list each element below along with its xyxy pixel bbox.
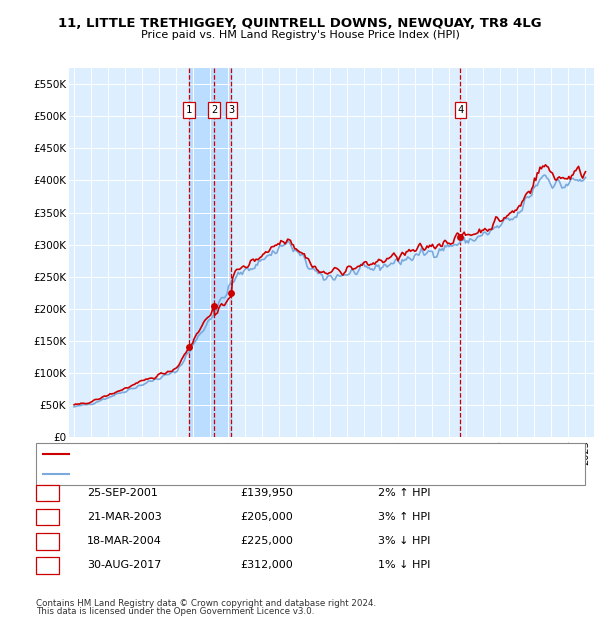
Text: This data is licensed under the Open Government Licence v3.0.: This data is licensed under the Open Gov… (36, 607, 314, 616)
Text: Price paid vs. HM Land Registry's House Price Index (HPI): Price paid vs. HM Land Registry's House … (140, 30, 460, 40)
Text: 25-SEP-2001: 25-SEP-2001 (87, 488, 158, 498)
Text: 11, LITTLE TRETHIGGEY, QUINTRELL DOWNS, NEWQUAY, TR8 4LG (detached house): 11, LITTLE TRETHIGGEY, QUINTRELL DOWNS, … (73, 450, 470, 458)
Text: £225,000: £225,000 (240, 536, 293, 546)
Bar (189, 68, 231, 437)
Text: 3: 3 (228, 105, 235, 115)
Text: 4: 4 (457, 105, 463, 115)
Text: 3: 3 (44, 536, 51, 546)
Text: 3% ↑ HPI: 3% ↑ HPI (378, 512, 430, 522)
Text: 4: 4 (44, 560, 51, 570)
Text: 2% ↑ HPI: 2% ↑ HPI (378, 488, 431, 498)
Text: 2: 2 (211, 105, 217, 115)
Text: 18-MAR-2004: 18-MAR-2004 (87, 536, 162, 546)
Text: £205,000: £205,000 (240, 512, 293, 522)
Text: Contains HM Land Registry data © Crown copyright and database right 2024.: Contains HM Land Registry data © Crown c… (36, 598, 376, 608)
Text: 21-MAR-2003: 21-MAR-2003 (87, 512, 162, 522)
Text: 1% ↓ HPI: 1% ↓ HPI (378, 560, 430, 570)
Text: 1: 1 (186, 105, 192, 115)
Text: 30-AUG-2017: 30-AUG-2017 (87, 560, 161, 570)
Text: 11, LITTLE TRETHIGGEY, QUINTRELL DOWNS, NEWQUAY, TR8 4LG: 11, LITTLE TRETHIGGEY, QUINTRELL DOWNS, … (58, 17, 542, 30)
Text: 3% ↓ HPI: 3% ↓ HPI (378, 536, 430, 546)
Text: HPI: Average price, detached house, Cornwall: HPI: Average price, detached house, Corn… (73, 469, 290, 478)
Text: £139,950: £139,950 (240, 488, 293, 498)
Text: 2: 2 (44, 512, 51, 522)
Text: 1: 1 (44, 488, 51, 498)
Text: £312,000: £312,000 (240, 560, 293, 570)
